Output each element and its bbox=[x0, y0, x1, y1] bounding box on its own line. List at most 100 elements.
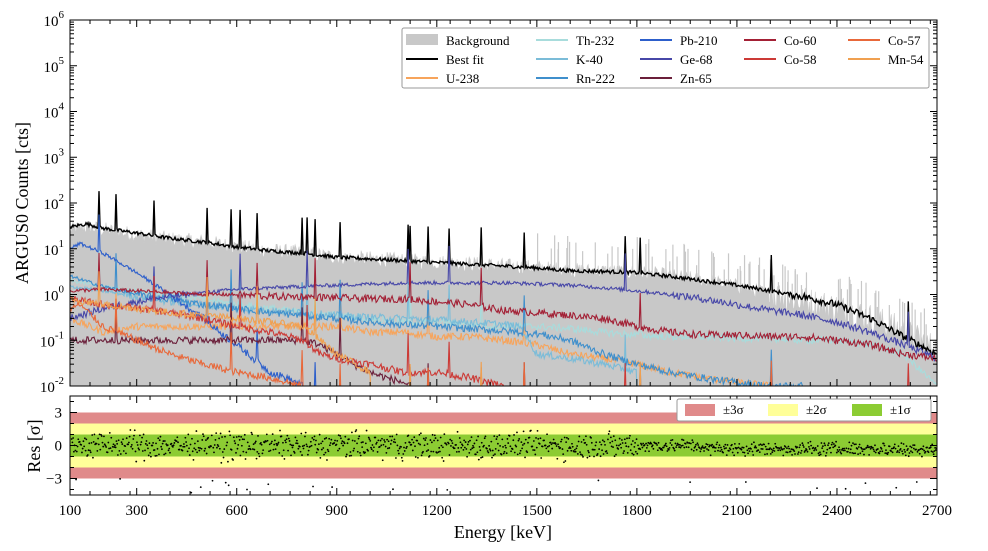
residual-point bbox=[800, 449, 803, 452]
residual-point bbox=[335, 443, 338, 446]
residual-point bbox=[786, 451, 789, 454]
residual-point bbox=[774, 442, 777, 445]
residual-point bbox=[417, 456, 419, 459]
residual-point bbox=[709, 444, 711, 447]
residual-point bbox=[406, 445, 408, 448]
residual-point bbox=[377, 439, 380, 442]
y-tick-label: 104 bbox=[44, 101, 65, 122]
residual-point bbox=[612, 446, 614, 449]
residual-point bbox=[239, 454, 242, 457]
residual-point bbox=[631, 452, 634, 455]
residual-point bbox=[204, 447, 207, 450]
residual-point bbox=[113, 446, 116, 449]
legend-item: Best fit bbox=[406, 52, 484, 67]
residual-point bbox=[827, 442, 830, 445]
residual-point bbox=[379, 439, 382, 442]
residual-point bbox=[501, 438, 504, 441]
residual-point bbox=[782, 454, 785, 457]
residual-point bbox=[272, 448, 275, 451]
residual-point bbox=[229, 434, 232, 437]
residual-point bbox=[218, 437, 221, 440]
residual-point bbox=[597, 479, 600, 482]
legend-label: Background bbox=[446, 33, 510, 48]
residual-point bbox=[489, 449, 492, 452]
series-mn-54 bbox=[70, 271, 642, 386]
residual-point bbox=[375, 443, 378, 445]
residual-point bbox=[705, 443, 708, 445]
series-rn-222 bbox=[70, 253, 804, 386]
residual-point bbox=[282, 441, 284, 444]
residual-point bbox=[536, 429, 539, 432]
residual-point bbox=[646, 444, 649, 447]
residual-point bbox=[559, 447, 562, 449]
residual-point bbox=[799, 452, 802, 454]
residual-point bbox=[779, 449, 782, 452]
residual-point bbox=[449, 438, 452, 441]
residual-point bbox=[507, 442, 510, 444]
residual-point bbox=[403, 450, 406, 452]
residual-point bbox=[574, 448, 576, 451]
residual-point bbox=[724, 443, 727, 446]
residual-point bbox=[571, 442, 573, 445]
residual-point bbox=[254, 440, 257, 443]
residual-point bbox=[172, 445, 174, 448]
residual-point bbox=[82, 440, 85, 443]
residual-point bbox=[91, 434, 94, 436]
residual-point bbox=[519, 452, 521, 455]
residual-point bbox=[681, 444, 684, 447]
residual-point bbox=[172, 444, 175, 447]
residual-point bbox=[474, 453, 477, 456]
residual-point bbox=[297, 447, 300, 450]
residual-point bbox=[371, 444, 374, 446]
residual-point bbox=[797, 453, 799, 455]
residual-point bbox=[369, 439, 372, 442]
residual-point bbox=[192, 459, 195, 461]
residual-point bbox=[149, 455, 152, 458]
residual-point bbox=[521, 447, 524, 450]
residual-point bbox=[788, 447, 791, 450]
residual-point bbox=[214, 438, 217, 441]
residual-point bbox=[235, 451, 237, 454]
residual-point bbox=[769, 453, 772, 455]
residual-point bbox=[380, 444, 383, 447]
residual-point bbox=[295, 439, 298, 442]
residual-point bbox=[887, 451, 890, 454]
residual-point bbox=[544, 444, 547, 447]
residual-point bbox=[225, 444, 228, 447]
residual-point bbox=[777, 449, 780, 452]
residual-point bbox=[425, 437, 427, 439]
residual-point bbox=[566, 449, 569, 452]
residual-point bbox=[495, 438, 498, 440]
residual-point bbox=[579, 453, 582, 456]
residual-point bbox=[302, 447, 305, 450]
residual-point bbox=[808, 448, 811, 450]
residual-point bbox=[285, 438, 288, 441]
residual-point bbox=[484, 435, 487, 438]
residual-point bbox=[317, 443, 320, 446]
residual-point bbox=[338, 447, 341, 450]
residual-point bbox=[217, 445, 220, 448]
residual-point bbox=[932, 451, 934, 453]
residual-point bbox=[395, 433, 398, 436]
residual-point bbox=[764, 453, 766, 456]
residual-point bbox=[196, 440, 199, 443]
residual-point bbox=[97, 437, 99, 440]
residual-point bbox=[173, 442, 176, 444]
residual-point bbox=[463, 446, 466, 449]
residual-point bbox=[871, 446, 874, 449]
residual-point bbox=[263, 441, 266, 444]
residual-point bbox=[226, 441, 229, 444]
residual-point bbox=[846, 450, 849, 453]
residual-point bbox=[177, 441, 179, 444]
residual-point bbox=[745, 445, 748, 448]
residual-point bbox=[434, 437, 437, 439]
residual-point bbox=[372, 450, 375, 452]
residual-point bbox=[502, 452, 505, 455]
residual-point bbox=[490, 440, 493, 443]
residual-point bbox=[124, 445, 127, 448]
residual-point bbox=[112, 443, 115, 446]
residual-point bbox=[908, 452, 911, 454]
residual-point bbox=[394, 441, 397, 444]
residual-point bbox=[869, 447, 872, 450]
